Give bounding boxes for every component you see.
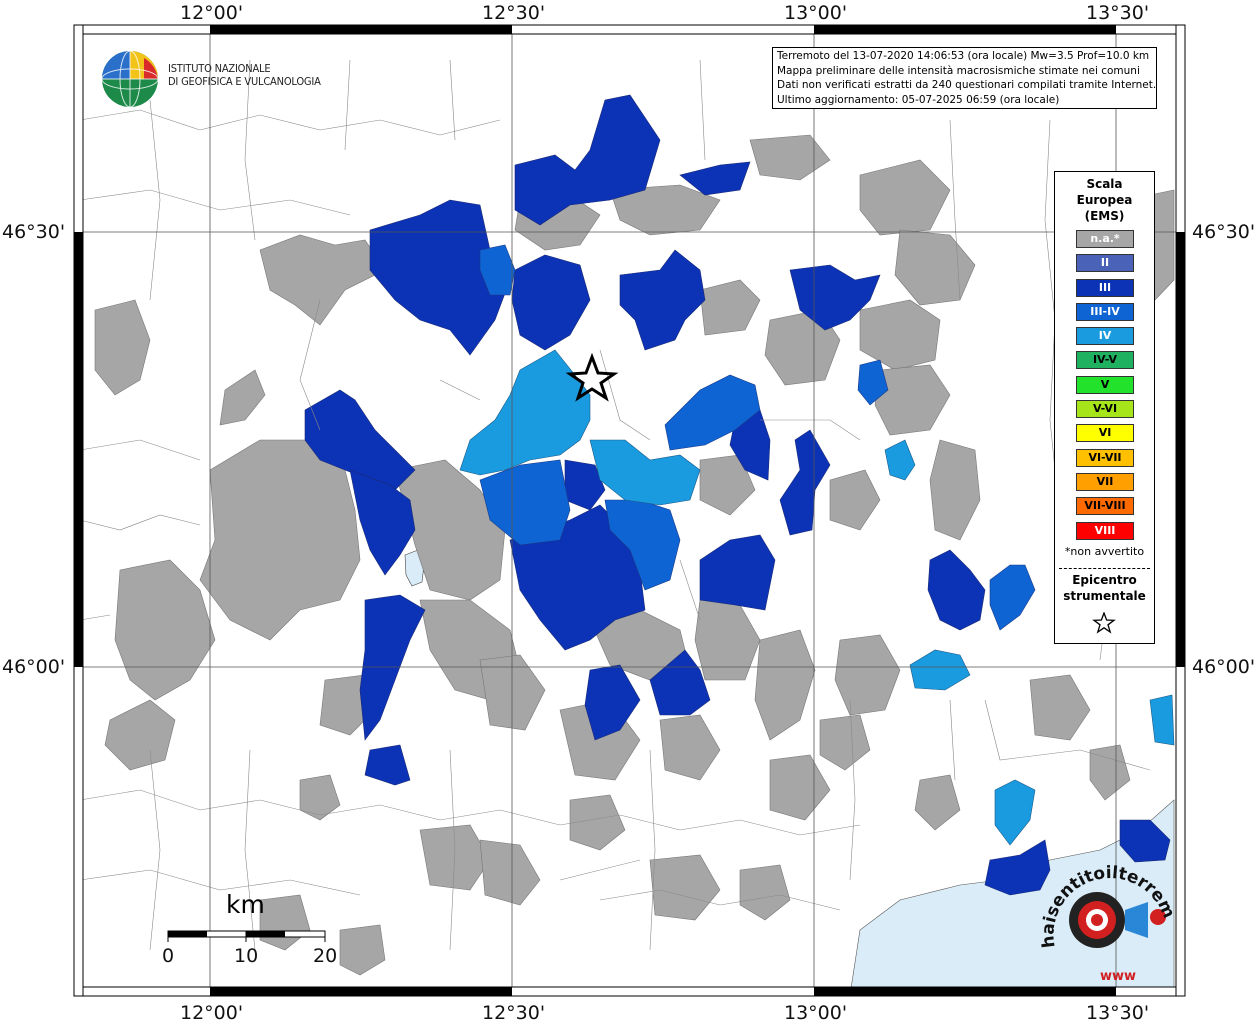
legend-title-line2: Europea: [1076, 193, 1133, 207]
brand-url: www: [1100, 969, 1136, 984]
event-info-line2: Mappa preliminare delle intensità macros…: [777, 64, 1140, 77]
legend-title-line1: Scala: [1086, 177, 1123, 191]
frame-border: [73, 24, 1186, 997]
legend-item-2: III: [1076, 278, 1134, 297]
lon-label-bottom-4: 13°30': [1086, 1002, 1150, 1024]
legend-item-5: IV-V: [1076, 351, 1134, 370]
lat-label-right-2: 46°00': [1192, 656, 1256, 678]
scalebar-tick-0: 0: [162, 945, 175, 967]
legend-item-12: VIII: [1076, 521, 1134, 540]
legend-items: n.a.* II III III-IV IV IV-V V V-VI VI VI-VII VII VI…: [1076, 230, 1134, 546]
legend-item-4: IV: [1076, 327, 1134, 346]
legend-note: *non avvertito: [1064, 545, 1145, 558]
event-info-line1: Terremoto del 13-07-2020 14:06:53 (ora l…: [777, 50, 1150, 62]
lat-label-right-1: 46°30': [1192, 221, 1256, 243]
legend-divider: [1059, 568, 1150, 569]
epicenter-star-icon: [565, 352, 619, 402]
event-info-box: Terremoto del 13-07-2020 14:06:53 (ora l…: [772, 47, 1157, 109]
lon-label-bottom-3: 13°00': [784, 1002, 848, 1024]
scale-bar: [167, 930, 326, 942]
legend-star-icon: [1092, 612, 1116, 634]
legend-title-line3: (EMS): [1084, 209, 1125, 223]
lon-label-top-1: 12°00': [180, 2, 244, 24]
intensity-iv-areas: [459, 349, 1175, 846]
event-info-line3: Dati non verificati estratti da 240 ques…: [777, 79, 1157, 91]
legend-item-11: VII-VIII: [1076, 497, 1134, 516]
legend-epicenter-label: Epicentro strumentale: [1055, 572, 1154, 604]
lat-label-left-1: 46°30': [2, 221, 66, 243]
municipal-borders: [79, 59, 1151, 951]
legend-item-7: V-VI: [1076, 400, 1134, 419]
event-info-line4: Ultimo aggiornamento: 05-07-2025 06:59 (…: [777, 93, 1060, 106]
legend-epicenter-line1: Epicentro: [1072, 573, 1137, 587]
lon-label-top-4: 13°30': [1086, 2, 1150, 24]
scalebar-tick-10: 10: [234, 945, 259, 967]
legend-title: Scala Europea (EMS): [1055, 176, 1154, 224]
legend-item-6: V: [1076, 375, 1134, 394]
legend-item-10: VII: [1076, 472, 1134, 491]
legend-item-1: II: [1076, 254, 1134, 273]
legend-item-0: n.a.*: [1076, 230, 1134, 248]
na-areas: [94, 134, 1175, 976]
legend-item-3: III-IV: [1076, 302, 1134, 321]
lon-label-top-3: 13°00': [784, 2, 848, 24]
scalebar-unit: km: [226, 890, 265, 919]
intensity-iii-iv-areas: [479, 244, 1036, 631]
legend-item-8: VI: [1076, 424, 1134, 443]
graticule: [74, 25, 1185, 996]
ingv-name-line1: ISTITUTO NAZIONALE: [168, 62, 271, 75]
lat-label-left-2: 46°00': [2, 656, 66, 678]
legend-item-9: VI-VII: [1076, 448, 1134, 467]
lon-label-bottom-2: 12°30': [482, 1002, 546, 1024]
hai-sentito-logo: haisentitoilterremoto.it? www: [1040, 852, 1179, 984]
lon-label-top-2: 12°30': [482, 2, 546, 24]
intensity-legend: Scala Europea (EMS) n.a.* II III III-IV IV IV…: [1054, 171, 1155, 644]
ingv-name-line2: DI GEOFISICA E VULCANOLOGIA: [168, 75, 321, 88]
lon-label-bottom-1: 12°00': [180, 1002, 244, 1024]
scalebar-tick-20: 20: [313, 945, 338, 967]
legend-epicenter-line2: strumentale: [1063, 589, 1146, 603]
